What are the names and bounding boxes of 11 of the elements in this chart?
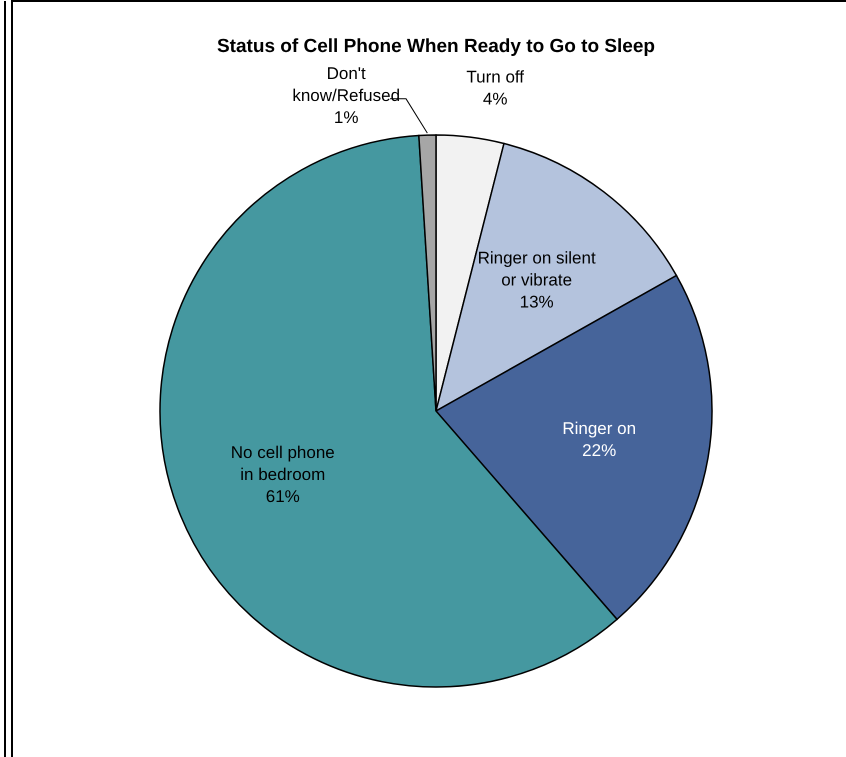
data-label: 1%: [334, 108, 358, 128]
data-label: 22%: [582, 441, 616, 460]
slice-label: Ringer on: [562, 419, 636, 438]
slice-label: Don't know/Refused: [292, 64, 400, 106]
data-label: 4%: [482, 89, 508, 108]
data-label: 61%: [266, 486, 300, 506]
slice-label: Turn off: [466, 67, 524, 86]
data-label: 13%: [520, 292, 554, 312]
chart-title: Status of Cell Phone When Ready to Go to Sleep: [216, 36, 656, 57]
slice-label: Ringer on silent or vibrate: [478, 248, 596, 290]
slice-label: No cell phone in bedroom: [230, 442, 335, 484]
